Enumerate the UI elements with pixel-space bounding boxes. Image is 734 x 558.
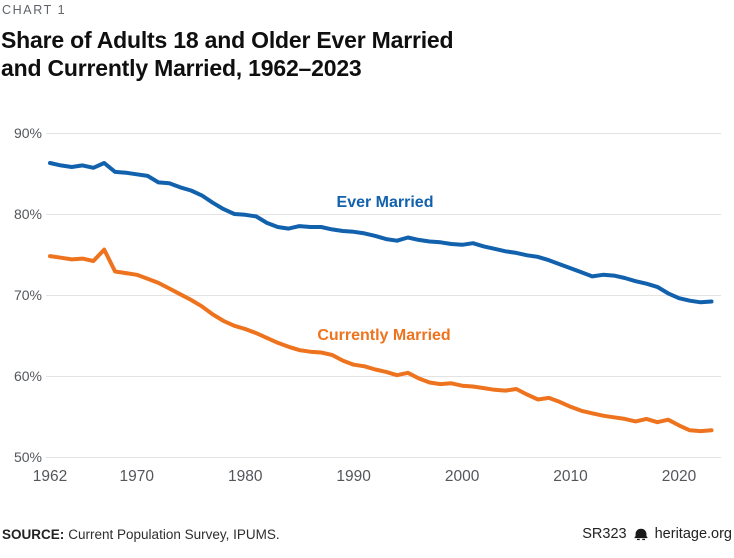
chart-title: Share of Adults 18 and Older Ever Marrie… [1,26,454,82]
ever-married-label: Ever Married [337,194,434,211]
x-tick-label-1962: 1962 [33,468,67,485]
y-tick-label-50: 50% [14,449,42,465]
chart-kicker: CHART 1 [2,3,67,17]
y-tick-label-90: 90% [14,125,42,141]
x-tick-label-2000: 2000 [445,468,480,485]
source-note: SOURCE: Current Population Survey, IPUMS. [2,527,280,542]
ever-married-line [48,161,714,305]
footer: SOURCE: Current Population Survey, IPUMS.… [2,526,732,542]
y-tick-label-70: 70% [14,287,42,303]
x-tick-label-2010: 2010 [553,468,588,485]
heritage-bell-icon [634,528,648,540]
source-label: SOURCE: [2,526,65,542]
x-tick-label-1980: 1980 [228,468,263,485]
currently-married-label: Currently Married [317,327,450,344]
site-name: heritage.org [654,526,732,542]
report-id: SR323 [582,526,627,542]
chart-title-line-2: and Currently Married, 1962–2023 [1,55,362,81]
chart-title-line-1: Share of Adults 18 and Older Ever Marrie… [1,27,454,53]
y-tick-label-80: 80% [14,206,42,222]
line-chart: 90% 80% 70% 60% 50% 1962 1970 1980 1990 2000 2010 2… [14,125,721,485]
y-tick-label-60: 60% [14,368,42,384]
source-text: Current Population Survey, IPUMS. [68,526,280,542]
x-tick-label-2020: 2020 [662,468,697,485]
x-tick-label-1990: 1990 [336,468,371,485]
currently-married-line [48,247,714,434]
x-tick-label-1970: 1970 [120,468,155,485]
branding: SR323 heritage.org [582,526,732,542]
